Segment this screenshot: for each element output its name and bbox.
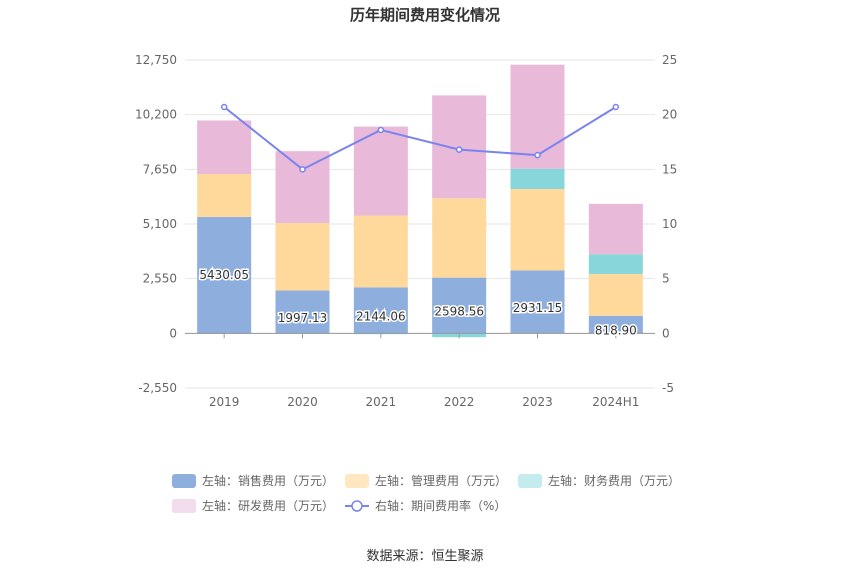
rate-point <box>612 103 620 111</box>
legend-label: 左轴：管理费用（万元） <box>375 473 507 488</box>
left-tick-label: 12,750 <box>135 53 177 67</box>
left-tick-label: 7,650 <box>143 162 177 176</box>
rate-point <box>377 126 385 134</box>
bar-segment <box>275 290 330 334</box>
bar-segment <box>197 216 252 334</box>
rate-point <box>220 103 228 111</box>
rate-point <box>534 151 541 159</box>
right-tick-label: 25 <box>662 53 677 67</box>
bar-segment <box>588 203 643 255</box>
left-tick-label: 2,550 <box>143 272 177 286</box>
right-tick-label: 20 <box>662 108 677 122</box>
source-text: 数据来源：恒生聚源 <box>366 549 483 564</box>
left-tick-label: 0 <box>169 326 177 340</box>
legend-item[interactable]: 左轴：研发费用（万元） <box>172 498 334 513</box>
legend-label: 左轴：研发费用（万元） <box>202 498 334 513</box>
bar-segment <box>197 120 252 175</box>
legend-label: 左轴：销售费用（万元） <box>202 473 334 488</box>
right-tick-label: 0 <box>662 326 670 340</box>
x-tick-label: 2023 <box>522 395 553 409</box>
bar-segment <box>588 254 643 274</box>
rate-point <box>299 166 306 173</box>
bar-value-label: 2931.15 <box>513 301 563 315</box>
bar-segment <box>275 222 330 291</box>
x-tick-label: 2022 <box>444 395 475 409</box>
legend-item[interactable]: 右轴：期间费用率（%） <box>345 498 506 513</box>
x-tick-label: 2024H1 <box>592 395 639 409</box>
bar-value-label: 5430.05 <box>199 268 249 282</box>
right-axis-ticks: 25 20 15 10 5 0 -5 <box>662 53 677 395</box>
bar-value-label: 818.90 <box>595 324 637 338</box>
rate-line <box>220 103 620 173</box>
right-tick-label: 10 <box>662 217 677 231</box>
x-tick-label: 2019 <box>209 395 240 409</box>
bar-segment <box>588 315 643 334</box>
bar-segment <box>588 273 643 316</box>
bar-value-label: 2144.06 <box>356 309 406 323</box>
bar-value-label: 2598.56 <box>434 304 484 318</box>
legend-item[interactable]: 左轴：管理费用（万元） <box>345 473 507 488</box>
bar-value-label: 1997.13 <box>278 311 328 325</box>
x-axis: 2019 2020 2021 2022 2023 2024H1 <box>185 332 655 409</box>
right-tick-label: 5 <box>662 272 670 286</box>
rate-point <box>455 146 463 153</box>
x-tick-label: 2021 <box>366 395 397 409</box>
legend-item[interactable]: 左轴：销售费用（万元） <box>172 473 334 488</box>
rate-line-path <box>223 106 617 171</box>
legend[interactable]: 左轴：销售费用（万元） 左轴：管理费用（万元） 左轴：财务费用（万元） 左轴：研发费用… <box>172 473 680 513</box>
bar-segment <box>197 174 252 217</box>
legend-swatch <box>345 474 369 488</box>
bar-segment <box>510 168 565 190</box>
bar-segment <box>510 64 565 169</box>
x-tick-label: 2020 <box>287 395 318 409</box>
bar-segment <box>353 126 408 216</box>
left-tick-label: 10,200 <box>135 108 177 122</box>
bar-segment <box>432 277 487 334</box>
bars <box>197 64 643 338</box>
bar-segment <box>510 270 565 334</box>
bar-segment <box>510 189 565 271</box>
bar-segment <box>275 151 330 223</box>
bar-segment <box>432 198 487 278</box>
left-tick-label: -2,550 <box>138 381 177 395</box>
gridlines <box>185 59 655 389</box>
chart-title: 历年期间费用变化情况 <box>350 6 500 24</box>
right-tick-label: -5 <box>662 381 674 395</box>
bar-value-labels: 5430.05 1997.13 2144.06 2598.56 2931.15 818.9… <box>198 267 638 339</box>
legend-swatch <box>172 499 196 513</box>
legend-swatch <box>172 474 196 488</box>
left-axis-ticks: 12,750 10,200 7,650 5,100 2,550 0 -2,550 <box>135 53 177 395</box>
legend-line-marker <box>351 500 363 512</box>
bar-segment <box>353 215 408 288</box>
right-tick-label: 15 <box>662 162 677 176</box>
legend-label: 右轴：期间费用率（%） <box>375 498 506 513</box>
left-tick-label: 5,100 <box>143 217 177 231</box>
legend-swatch <box>518 474 542 488</box>
legend-item[interactable]: 左轴：财务费用（万元） <box>518 473 680 488</box>
bar-segment <box>353 287 408 334</box>
legend-label: 左轴：财务费用（万元） <box>548 473 680 488</box>
